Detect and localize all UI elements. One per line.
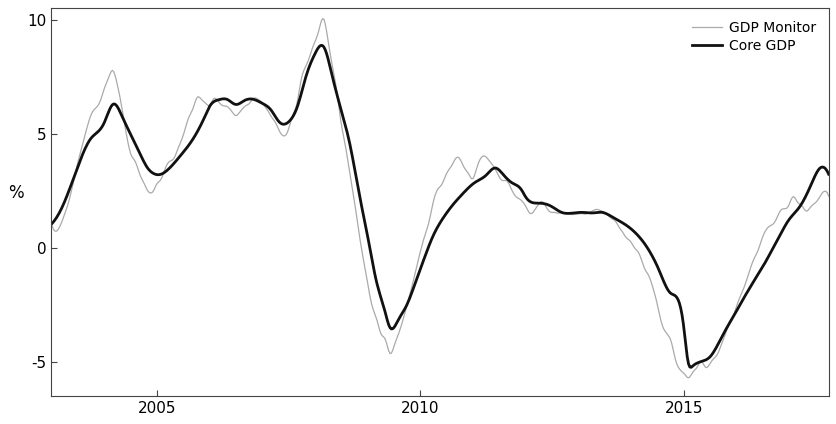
Core GDP [823, 172, 833, 177]
Line: Core GDP: Core GDP [51, 45, 828, 367]
GDP Monitor [184, 114, 194, 120]
GDP Monitor [632, 249, 642, 254]
GDP Monitor [46, 220, 56, 226]
Line: GDP Monitor: GDP Monitor [51, 19, 828, 378]
GDP Monitor [823, 193, 833, 198]
GDP Monitor [505, 185, 515, 190]
GDP Monitor [683, 375, 693, 380]
Y-axis label: %: % [8, 184, 24, 202]
GDP Monitor [399, 312, 409, 318]
GDP Monitor [317, 16, 327, 21]
Core GDP [246, 96, 256, 101]
GDP Monitor [566, 212, 576, 217]
Core GDP [686, 365, 696, 370]
Core GDP [505, 179, 515, 184]
Core GDP [399, 307, 409, 312]
Core GDP [184, 142, 194, 148]
Core GDP [566, 211, 576, 216]
Core GDP [316, 43, 326, 48]
Legend: GDP Monitor, Core GDP: GDP Monitor, Core GDP [686, 15, 821, 59]
Core GDP [632, 233, 642, 238]
Core GDP [46, 222, 56, 227]
GDP Monitor [246, 98, 256, 103]
